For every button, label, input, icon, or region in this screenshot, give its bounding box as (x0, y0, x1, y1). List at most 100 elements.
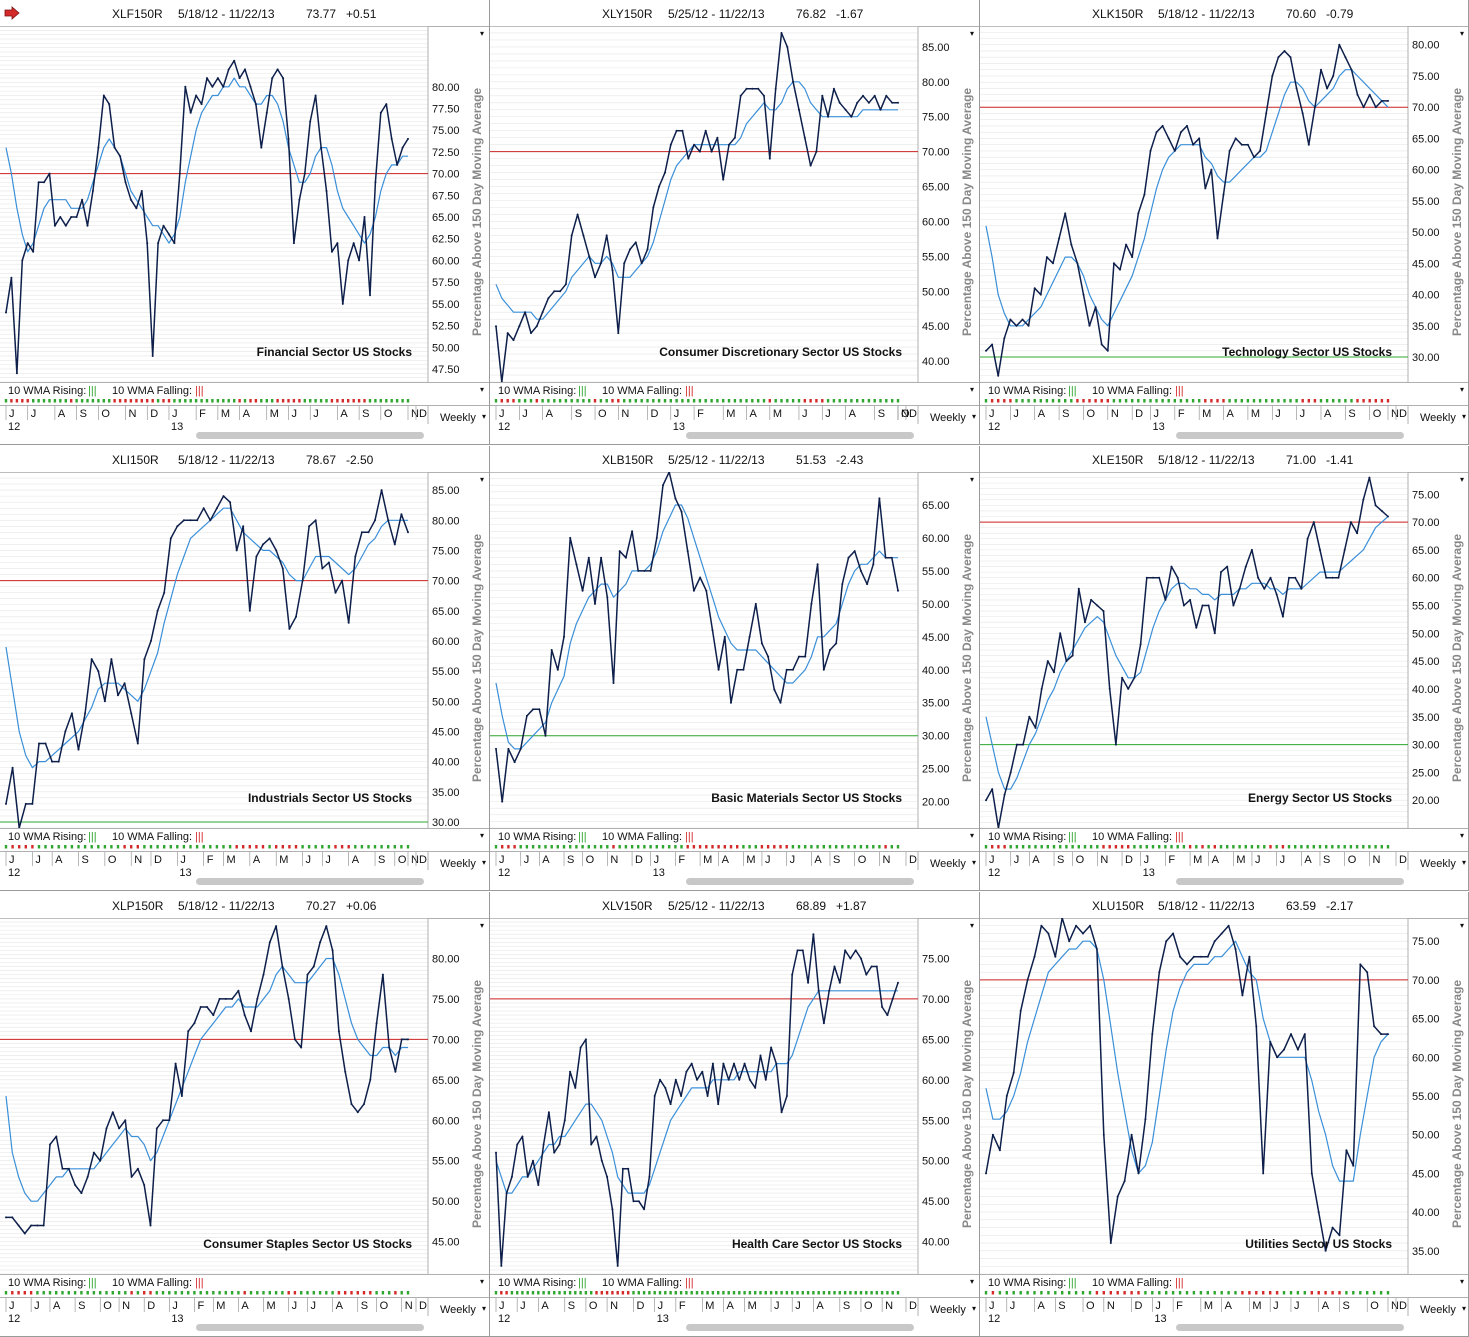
horizontal-scrollbar[interactable] (686, 432, 914, 439)
horizontal-scrollbar[interactable] (686, 1324, 914, 1331)
indicator-dropdown-icon[interactable]: ▾ (1460, 385, 1465, 394)
horizontal-scrollbar[interactable] (1176, 432, 1404, 439)
data-point (1244, 565, 1247, 568)
wma-direction-dot (1192, 1291, 1196, 1295)
wma-direction-dot (29, 1291, 33, 1295)
y-axis-label: Percentage Above 150 Day Moving Average (960, 87, 974, 336)
timeframe-selector[interactable]: Weekly (1420, 1304, 1456, 1316)
timeframe-dropdown-icon[interactable]: ▾ (972, 412, 977, 421)
axis-dropdown-icon[interactable]: ▾ (1460, 475, 1464, 484)
wma-direction-dot (1275, 845, 1278, 849)
wma-direction-dot (1222, 399, 1225, 403)
timeframe-dropdown-icon[interactable]: ▾ (482, 1304, 487, 1313)
y-tick-label: 70.00 (432, 576, 460, 588)
data-point (879, 108, 882, 111)
wma-direction-dot (368, 399, 372, 403)
data-point (1345, 1149, 1348, 1152)
last-value-label: 71.00 (1286, 453, 1317, 467)
indicator-dropdown-icon[interactable]: ▾ (970, 385, 975, 394)
timeframe-selector[interactable]: Weekly (440, 858, 476, 870)
timeframe-selector[interactable]: Weekly (930, 412, 966, 424)
wma-direction-dot (1263, 845, 1266, 849)
month-label: J (180, 854, 186, 866)
horizontal-scrollbar[interactable] (686, 878, 914, 885)
timeframe-dropdown-icon[interactable]: ▾ (972, 858, 977, 867)
wma-direction-dot (1089, 845, 1093, 849)
axis-dropdown-icon[interactable]: ▾ (1460, 29, 1464, 38)
indicator-dropdown-icon[interactable]: ▾ (480, 385, 485, 394)
data-point (334, 591, 337, 594)
indicator-dropdown-icon[interactable]: ▾ (970, 1277, 975, 1286)
horizontal-scrollbar[interactable] (1176, 1324, 1404, 1331)
wma-direction-dot (1076, 399, 1079, 403)
indicator-dropdown-icon[interactable]: ▾ (480, 1277, 485, 1286)
indicator-dropdown-icon[interactable]: ▾ (970, 831, 975, 840)
data-point (668, 472, 671, 473)
wma-direction-dot (129, 399, 133, 403)
timeframe-selector[interactable]: Weekly (1420, 858, 1456, 870)
wma-direction-dot (180, 1291, 184, 1295)
indicator-dropdown-icon[interactable]: ▾ (1460, 831, 1465, 840)
wma-direction-dot (768, 399, 771, 403)
data-point (643, 1208, 646, 1211)
wma-direction-dot (249, 1291, 253, 1295)
axis-dropdown-icon[interactable]: ▾ (970, 29, 974, 38)
y-tick-label: 80.00 (922, 77, 950, 89)
arrow-menu-icon[interactable] (4, 6, 20, 20)
data-point (1331, 1226, 1334, 1229)
axis-dropdown-icon[interactable]: ▾ (480, 921, 484, 930)
change-label: -2.17 (1326, 899, 1354, 913)
data-point (282, 77, 285, 80)
wma-series-line (5, 507, 408, 769)
horizontal-scrollbar[interactable] (196, 432, 424, 439)
timeframe-dropdown-icon[interactable]: ▾ (972, 1304, 977, 1313)
horizontal-scrollbar[interactable] (1176, 878, 1404, 885)
indicator-dropdown-icon[interactable]: ▾ (480, 831, 485, 840)
wma-direction-dot (83, 845, 87, 849)
wma-direction-dot (841, 845, 844, 849)
month-label: F (678, 854, 685, 866)
wma-direction-dot (605, 1291, 609, 1295)
wma-direction-dot (216, 399, 220, 403)
data-point (24, 802, 27, 805)
timeframe-selector[interactable]: Weekly (440, 412, 476, 424)
axis-dropdown-icon[interactable]: ▾ (970, 475, 974, 484)
data-point (727, 1078, 730, 1081)
wma-falling-label: 10 WMA Falling: (1092, 385, 1173, 397)
timeframe-selector[interactable]: Weekly (930, 858, 966, 870)
chart-header: XLB150R 5/25/12 - 11/22/13 51.53 -2.43 (490, 446, 979, 473)
axis-dropdown-icon[interactable]: ▾ (480, 475, 484, 484)
wma-direction-dot (312, 1291, 315, 1295)
data-point (538, 708, 541, 711)
y-tick-label: 35.00 (922, 698, 950, 710)
data-point (569, 1070, 572, 1073)
data-point (728, 143, 730, 146)
wma-direction-dot (1176, 845, 1179, 849)
timeframe-dropdown-icon[interactable]: ▾ (1462, 858, 1467, 867)
wma-direction-dot (182, 845, 186, 849)
wma-direction-dot (275, 845, 278, 849)
axis-dropdown-icon[interactable]: ▾ (970, 921, 974, 930)
horizontal-scrollbar[interactable] (196, 878, 424, 885)
axis-dropdown-icon[interactable]: ▾ (480, 29, 484, 38)
indicator-dropdown-icon[interactable]: ▾ (1460, 1277, 1465, 1286)
timeframe-dropdown-icon[interactable]: ▾ (1462, 1304, 1467, 1313)
date-range-label: 5/18/12 - 11/22/13 (178, 7, 275, 21)
data-point (542, 1143, 545, 1146)
timeframe-selector[interactable]: Weekly (440, 1304, 476, 1316)
axis-dropdown-icon[interactable]: ▾ (1460, 921, 1464, 930)
wma-direction-dot (791, 399, 795, 403)
horizontal-scrollbar[interactable] (196, 1324, 424, 1331)
wma-direction-dot (86, 1291, 89, 1295)
data-point (841, 583, 844, 586)
timeframe-selector[interactable]: Weekly (1420, 412, 1456, 424)
timeframe-dropdown-icon[interactable]: ▾ (1462, 412, 1467, 421)
wma-direction-dot (646, 399, 649, 403)
timeframe-dropdown-icon[interactable]: ▾ (482, 412, 487, 421)
timeframe-dropdown-icon[interactable]: ▾ (482, 858, 487, 867)
wma-direction-dot (334, 845, 337, 849)
data-point (798, 108, 800, 111)
timeframe-selector[interactable]: Weekly (930, 1304, 966, 1316)
wma-direction-dot (237, 1291, 240, 1295)
